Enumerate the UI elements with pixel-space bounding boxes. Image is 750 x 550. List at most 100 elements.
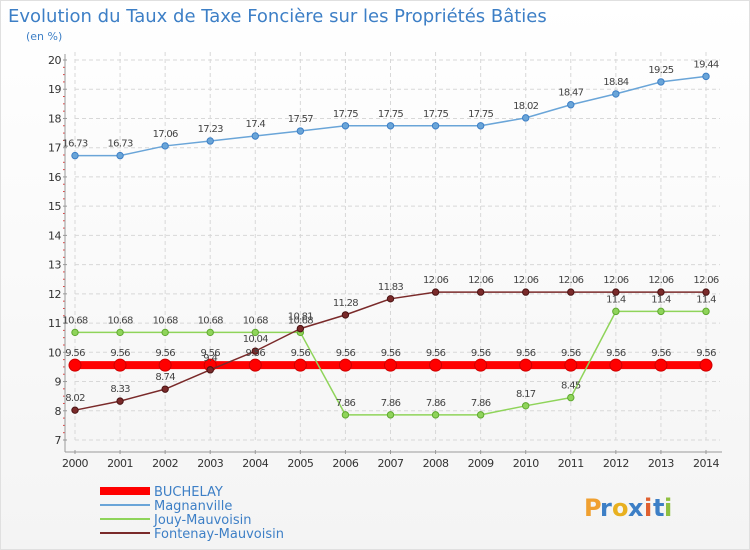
data-label-buchelay: 9.56 (606, 348, 626, 359)
data-label-jouy-mauvoisin: 10.68 (62, 315, 87, 326)
data-label-fontenay-mauvoisin: 12.06 (693, 275, 718, 286)
data-point-fontenay-mauvoisin (71, 406, 79, 414)
y-tick-label: 13 (48, 259, 61, 272)
data-label-buchelay: 9.56 (65, 348, 85, 359)
data-point-jouy-mauvoisin (657, 307, 665, 316)
data-label-jouy-mauvoisin: 7.86 (426, 398, 446, 409)
data-label-jouy-mauvoisin: 10.68 (108, 315, 133, 326)
data-point-magnanville (612, 90, 620, 98)
data-label-jouy-mauvoisin: 10.68 (198, 315, 223, 326)
data-point-magnanville (431, 122, 440, 130)
data-point-jouy-mauvoisin (161, 328, 169, 337)
data-label-fontenay-mauvoisin: 8.33 (110, 384, 130, 395)
data-label-buchelay: 9.56 (651, 348, 671, 359)
data-label-fontenay-mauvoisin: 11.83 (378, 282, 403, 293)
data-point-fontenay-mauvoisin (567, 288, 575, 296)
data-label-jouy-mauvoisin: 8.45 (561, 381, 581, 392)
legend-label-fontenay-mauvoisin: Fontenay-Mauvoisin (154, 527, 284, 542)
data-point-buchelay (519, 358, 533, 372)
data-label-fontenay-mauvoisin: 12.06 (603, 275, 628, 286)
data-point-buchelay (293, 358, 307, 372)
data-point-magnanville (206, 137, 214, 145)
data-label-magnanville: 18.84 (603, 77, 628, 88)
x-tick-label: 2006 (332, 457, 358, 470)
y-tick-label: 16 (48, 171, 61, 184)
data-point-magnanville (116, 151, 124, 160)
proxiti-logo: Pr o x i t i (584, 494, 672, 522)
data-label-fontenay-mauvoisin: 8.74 (155, 372, 175, 383)
y-tick-label: 12 (48, 288, 61, 301)
data-label-magnanville: 17.06 (153, 129, 178, 140)
data-point-buchelay (474, 358, 488, 372)
data-label-fontenay-mauvoisin: 12.06 (468, 275, 493, 286)
data-label-magnanville: 19.44 (693, 59, 718, 70)
y-tick-label: 9 (55, 376, 62, 389)
data-point-magnanville (296, 127, 305, 135)
data-point-fontenay-mauvoisin (522, 288, 530, 296)
data-point-buchelay (699, 358, 713, 372)
data-label-jouy-mauvoisin: 10.68 (153, 315, 178, 326)
x-tick-label: 2005 (287, 457, 313, 470)
x-tick-label: 2010 (513, 457, 539, 470)
logo-letter: i (664, 494, 672, 522)
data-label-buchelay: 9.56 (381, 348, 401, 359)
y-tick-label: 15 (48, 200, 61, 213)
x-tick-label: 2013 (648, 457, 674, 470)
data-point-jouy-mauvoisin (71, 328, 79, 337)
data-label-fontenay-mauvoisin: 8.02 (65, 393, 85, 404)
data-point-fontenay-mauvoisin (702, 288, 710, 296)
logo-letter: i (644, 494, 652, 522)
chart-title: Evolution du Taux de Taxe Foncière sur l… (8, 6, 547, 27)
data-label-buchelay: 9.56 (155, 348, 175, 359)
data-point-buchelay (248, 358, 262, 372)
x-tick-label: 2007 (378, 457, 404, 470)
data-label-jouy-mauvoisin: 10.68 (243, 315, 268, 326)
data-label-fontenay-mauvoisin: 12.06 (423, 275, 448, 286)
series-lines (68, 72, 713, 419)
data-label-fontenay-mauvoisin: 10.81 (288, 312, 313, 323)
data-label-magnanville: 17.23 (198, 124, 223, 135)
data-label-jouy-mauvoisin: 7.86 (381, 398, 401, 409)
data-point-fontenay-mauvoisin (116, 397, 124, 405)
data-point-jouy-mauvoisin (251, 328, 259, 337)
data-point-jouy-mauvoisin (116, 328, 124, 337)
data-label-fontenay-mauvoisin: 12.06 (648, 275, 673, 286)
data-point-magnanville (71, 151, 79, 160)
data-label-magnanville: 17.75 (333, 109, 358, 120)
x-tick-label: 2000 (62, 457, 88, 470)
data-labels: 9.56 9.56 9.56 9.56 9.56 9.56 9.56 9.56 9.56 9.56… (62, 59, 719, 409)
y-tick-label: 7 (55, 434, 62, 447)
logo-letter: o (612, 494, 629, 522)
grid (74, 52, 720, 441)
data-label-fontenay-mauvoisin: 12.06 (513, 275, 538, 286)
data-point-jouy-mauvoisin (206, 328, 214, 337)
data-point-magnanville (161, 142, 169, 150)
data-label-buchelay: 9.56 (471, 348, 491, 359)
data-label-magnanville: 16.73 (62, 139, 87, 150)
data-point-jouy-mauvoisin (341, 411, 350, 419)
logo-letter: t (653, 494, 664, 522)
legend-label-buchelay: BUCHELAY (154, 485, 223, 500)
data-point-buchelay (609, 358, 623, 372)
data-label-fontenay-mauvoisin: 11.28 (333, 298, 358, 309)
y-tick-label: 20 (48, 54, 61, 67)
data-label-buchelay: 9.56 (336, 348, 356, 359)
data-point-jouy-mauvoisin (612, 307, 620, 316)
data-label-magnanville: 19.25 (648, 65, 673, 76)
data-point-fontenay-mauvoisin (431, 288, 440, 296)
y-tick-label: 11 (48, 317, 61, 330)
data-label-jouy-mauvoisin: 8.17 (516, 389, 536, 400)
data-point-magnanville (386, 122, 395, 130)
legend-label-jouy-mauvoisin: Jouy-Mauvoisin (153, 513, 252, 528)
x-tick-label: 2004 (242, 457, 268, 470)
data-label-fontenay-mauvoisin: 9.4 (203, 353, 217, 364)
data-point-buchelay (654, 358, 668, 372)
data-label-fontenay-mauvoisin: 10.04 (243, 334, 268, 345)
data-label-magnanville: 16.73 (108, 139, 133, 150)
legend: BUCHELAYMagnanvilleJouy-MauvoisinFontena… (100, 485, 284, 542)
data-point-magnanville (341, 122, 350, 130)
data-point-fontenay-mauvoisin (386, 295, 395, 303)
x-tick-label: 2012 (603, 457, 629, 470)
data-label-magnanville: 17.75 (468, 109, 493, 120)
data-point-fontenay-mauvoisin (296, 324, 305, 333)
